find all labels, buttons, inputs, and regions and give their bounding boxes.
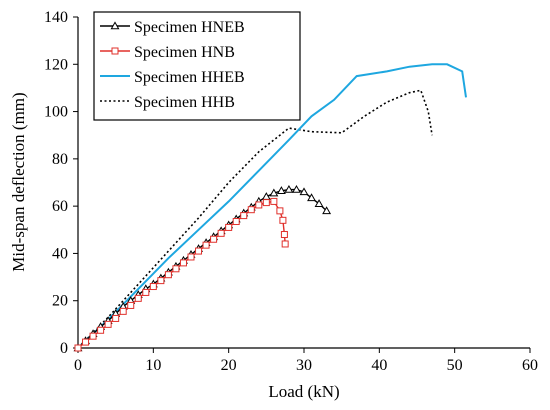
x-tick-label: 20 bbox=[221, 357, 237, 374]
data-point-marker bbox=[280, 231, 288, 239]
data-point-marker bbox=[134, 294, 142, 302]
data-point-marker bbox=[269, 188, 279, 197]
y-tick-label: 140 bbox=[44, 9, 68, 26]
data-point-marker bbox=[142, 288, 150, 296]
legend-label: Specimen HNB bbox=[134, 44, 235, 61]
data-point-marker bbox=[210, 235, 218, 243]
y-tick-label: 0 bbox=[60, 340, 68, 357]
y-tick-label: 40 bbox=[52, 245, 68, 262]
x-tick-label: 60 bbox=[522, 357, 538, 374]
legend-label: Specimen HHEB bbox=[134, 69, 245, 86]
data-point-marker bbox=[110, 21, 120, 30]
data-point-marker bbox=[112, 314, 120, 322]
data-point-marker bbox=[187, 253, 195, 261]
data-point-marker bbox=[195, 247, 203, 255]
data-point-marker bbox=[157, 277, 165, 285]
data-point-marker bbox=[225, 223, 233, 231]
data-point-marker bbox=[232, 218, 240, 226]
series-4 bbox=[77, 89, 433, 349]
data-point-marker bbox=[281, 240, 289, 248]
legend-item: Specimen HHB bbox=[100, 94, 235, 111]
x-tick-label: 40 bbox=[371, 357, 387, 374]
data-point-marker bbox=[240, 212, 248, 220]
data-point-marker bbox=[104, 320, 112, 328]
x-tick-label: 50 bbox=[447, 357, 463, 374]
legend-box bbox=[93, 11, 301, 121]
series-line bbox=[77, 188, 328, 349]
data-point-marker bbox=[149, 283, 157, 291]
series-line bbox=[77, 89, 433, 349]
data-point-marker bbox=[111, 47, 119, 55]
series-layer bbox=[73, 63, 467, 352]
data-point-marker bbox=[276, 186, 286, 194]
data-point-marker bbox=[97, 326, 105, 334]
y-tick-label: 20 bbox=[52, 293, 68, 310]
data-point-marker bbox=[74, 344, 82, 352]
data-point-marker bbox=[314, 199, 324, 207]
data-point-marker bbox=[322, 206, 332, 215]
legend-item: Specimen HNB bbox=[100, 44, 235, 61]
legend-item: Specimen HNEB bbox=[100, 19, 245, 36]
data-point-marker bbox=[217, 229, 225, 237]
legend-label: Specimen HNEB bbox=[134, 19, 245, 36]
data-point-marker bbox=[127, 301, 135, 309]
y-tick-label: 60 bbox=[52, 198, 68, 215]
x-tick-label: 30 bbox=[296, 357, 312, 374]
y-tick-label: 100 bbox=[44, 104, 68, 121]
data-point-marker bbox=[284, 184, 294, 193]
data-point-marker bbox=[307, 193, 316, 202]
data-point-marker bbox=[292, 184, 301, 193]
data-point-marker bbox=[172, 265, 180, 273]
legend: Specimen HNEB Specimen HNB Specimen HHEB Sp… bbox=[93, 11, 301, 121]
x-axis-ticks: 0 10 20 30 40 50 60 bbox=[74, 348, 538, 374]
data-point-marker bbox=[262, 199, 270, 207]
data-point-marker bbox=[82, 338, 90, 346]
data-point-marker bbox=[119, 307, 127, 315]
x-tick-label: 10 bbox=[145, 357, 161, 374]
legend-item: Specimen HHEB bbox=[100, 69, 245, 86]
series-3 bbox=[77, 63, 467, 349]
data-point-marker bbox=[270, 197, 278, 205]
data-point-marker bbox=[89, 332, 97, 340]
y-tick-label: 80 bbox=[52, 151, 68, 168]
data-point-marker bbox=[299, 187, 309, 196]
data-point-marker bbox=[255, 201, 263, 209]
series-1 bbox=[73, 184, 332, 352]
x-tick-label: 0 bbox=[74, 357, 82, 374]
data-point-marker bbox=[247, 206, 255, 214]
data-point-marker bbox=[164, 271, 172, 279]
legend-label: Specimen HHB bbox=[134, 94, 235, 111]
y-tick-label: 120 bbox=[44, 56, 68, 73]
data-point-marker bbox=[202, 241, 210, 249]
data-point-marker bbox=[276, 207, 284, 215]
series-line bbox=[77, 63, 467, 349]
series-2 bbox=[74, 197, 289, 352]
data-point-marker bbox=[279, 216, 287, 224]
data-point-marker bbox=[179, 259, 187, 267]
y-axis-title: Mid-span deflection (mm) bbox=[9, 92, 28, 271]
x-axis-title: Load (kN) bbox=[268, 382, 339, 401]
y-axis-ticks: 0 20 40 60 80 100 120 140 bbox=[44, 9, 78, 357]
